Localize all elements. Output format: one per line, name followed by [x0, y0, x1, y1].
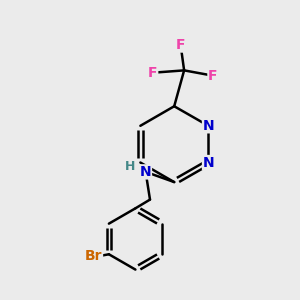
Text: N: N	[202, 155, 214, 170]
Text: H: H	[124, 160, 135, 173]
Text: Br: Br	[85, 249, 103, 263]
Text: F: F	[208, 69, 218, 82]
Text: F: F	[148, 66, 158, 80]
Text: N: N	[202, 119, 214, 133]
Text: N: N	[140, 165, 152, 179]
Text: F: F	[176, 38, 185, 52]
